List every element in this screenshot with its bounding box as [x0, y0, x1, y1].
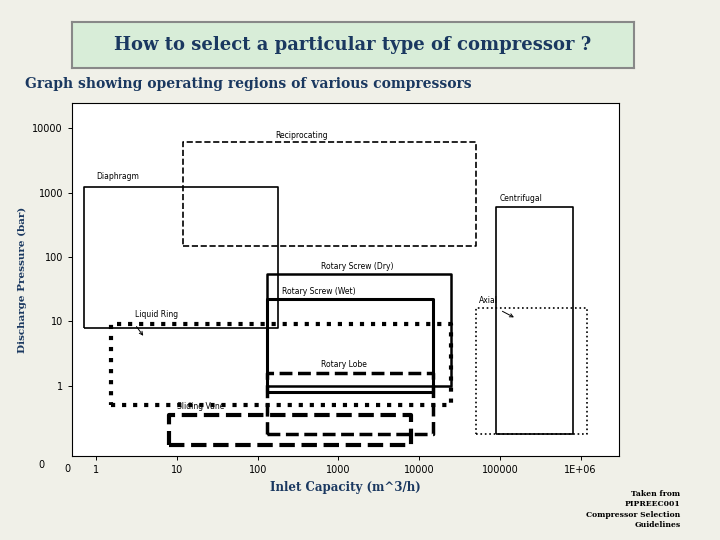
- Text: Reciprocating: Reciprocating: [275, 131, 328, 140]
- Text: Graph showing operating regions of various compressors: Graph showing operating regions of vario…: [25, 77, 472, 91]
- Text: Taken from
PIPREEC001
Compressor Selection
Guidelines: Taken from PIPREEC001 Compressor Selecti…: [586, 490, 680, 529]
- Text: Rotary Screw (Dry): Rotary Screw (Dry): [320, 262, 393, 271]
- Text: Rotary Lobe: Rotary Lobe: [320, 360, 366, 369]
- Text: Liquid Ring: Liquid Ring: [135, 309, 178, 319]
- Y-axis label: Discharge Pressure (bar): Discharge Pressure (bar): [18, 206, 27, 353]
- Text: 0: 0: [39, 460, 45, 470]
- Text: Axial: Axial: [479, 296, 498, 305]
- Text: Centrifugal: Centrifugal: [500, 193, 543, 202]
- Text: Rotary Screw (Wet): Rotary Screw (Wet): [282, 287, 356, 296]
- Text: Diaphragm: Diaphragm: [96, 172, 139, 181]
- Text: How to select a particular type of compressor ?: How to select a particular type of compr…: [114, 36, 591, 53]
- X-axis label: Inlet Capacity (m^3/h): Inlet Capacity (m^3/h): [270, 481, 421, 494]
- Text: 0: 0: [65, 464, 71, 474]
- Text: Sliding Vane: Sliding Vane: [177, 402, 225, 411]
